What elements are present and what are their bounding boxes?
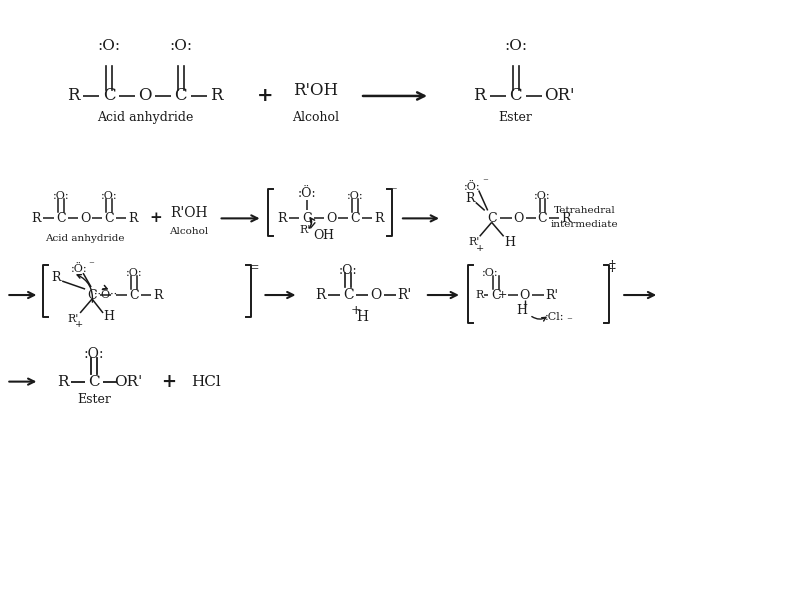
Text: H: H <box>516 304 527 317</box>
Text: :O:: :O: <box>339 263 358 277</box>
Text: OR': OR' <box>114 374 142 389</box>
Text: H: H <box>103 310 114 323</box>
Text: =: = <box>248 260 259 274</box>
Text: C: C <box>302 212 312 225</box>
Text: :O:: :O: <box>482 268 498 278</box>
Text: ‡: ‡ <box>609 260 616 274</box>
Text: R': R' <box>397 288 411 302</box>
Text: R: R <box>31 212 41 225</box>
Text: ⁻: ⁻ <box>482 178 488 188</box>
Text: :Ö:: :Ö: <box>71 264 87 274</box>
Text: C: C <box>487 212 497 225</box>
Text: +: + <box>162 373 176 391</box>
Text: C: C <box>104 212 114 225</box>
Text: +: + <box>150 211 162 226</box>
Text: Alcohol: Alcohol <box>292 112 338 124</box>
Text: :O:: :O: <box>534 191 551 202</box>
Text: ⁻: ⁻ <box>88 260 94 270</box>
Text: Acid anhydride: Acid anhydride <box>46 234 125 243</box>
Text: :Ö:: :Ö: <box>463 182 480 191</box>
Text: ⁻: ⁻ <box>390 185 396 198</box>
Text: C: C <box>350 212 360 225</box>
Text: C: C <box>87 289 97 302</box>
Text: H: H <box>356 310 368 324</box>
Text: :O:: :O: <box>98 39 121 53</box>
Text: :Cl:: :Cl: <box>545 312 564 322</box>
Text: ··O··: ··O·· <box>94 290 118 300</box>
Text: R: R <box>210 88 223 104</box>
Text: R': R' <box>67 314 79 324</box>
Text: C: C <box>88 374 100 389</box>
Text: R': R' <box>300 226 311 235</box>
Text: R: R <box>67 88 79 104</box>
Text: :O:: :O: <box>84 347 104 361</box>
Text: +: + <box>498 290 507 300</box>
Text: R: R <box>51 271 61 284</box>
Text: H: H <box>504 236 515 249</box>
Text: C: C <box>510 88 522 104</box>
Text: R': R' <box>468 237 479 247</box>
Text: R'OH: R'OH <box>293 82 338 100</box>
Text: O: O <box>519 289 530 302</box>
Text: +: + <box>258 87 274 105</box>
Text: R': R' <box>545 289 558 302</box>
Text: R: R <box>475 290 484 300</box>
Text: R: R <box>474 88 486 104</box>
Text: ⁻: ⁻ <box>566 316 572 326</box>
Text: C: C <box>129 289 138 302</box>
Text: C: C <box>538 212 547 225</box>
Text: C: C <box>491 289 501 302</box>
Text: R: R <box>315 288 326 302</box>
Text: Acid anhydride: Acid anhydride <box>97 112 193 124</box>
Text: H: H <box>322 229 334 242</box>
Text: R: R <box>128 212 138 225</box>
Text: :O:: :O: <box>101 191 118 202</box>
Text: O: O <box>326 212 337 225</box>
Text: +: + <box>475 244 484 253</box>
Text: +: + <box>351 304 362 317</box>
Text: :O:: :O: <box>126 268 142 278</box>
Text: HCl: HCl <box>191 374 221 389</box>
Text: O: O <box>138 88 152 104</box>
Text: :O:: :O: <box>53 191 70 202</box>
Text: R: R <box>153 289 162 302</box>
Text: Alcohol: Alcohol <box>169 227 208 236</box>
Text: C: C <box>174 88 187 104</box>
Text: C: C <box>343 288 354 302</box>
Text: R: R <box>58 374 69 389</box>
Text: intermediate: intermediate <box>550 220 618 229</box>
Text: R: R <box>562 212 571 225</box>
Text: O: O <box>313 229 323 242</box>
Text: :O:: :O: <box>170 39 192 53</box>
Text: O: O <box>370 288 382 302</box>
Text: Tetrahedral: Tetrahedral <box>554 206 615 215</box>
Text: Ester: Ester <box>498 112 533 124</box>
Text: R: R <box>465 192 474 205</box>
Text: O: O <box>80 212 90 225</box>
Text: C: C <box>56 212 66 225</box>
Text: R'OH: R'OH <box>170 206 207 220</box>
Text: +: + <box>75 320 83 329</box>
Text: R: R <box>374 212 384 225</box>
Text: OR': OR' <box>544 88 574 104</box>
Text: O: O <box>514 212 524 225</box>
Text: :O:: :O: <box>347 191 363 202</box>
Text: :Ö:: :Ö: <box>298 187 317 200</box>
Text: R: R <box>278 212 287 225</box>
Text: Ester: Ester <box>77 393 111 406</box>
Text: C: C <box>102 88 115 104</box>
Text: :O:: :O: <box>504 39 527 53</box>
